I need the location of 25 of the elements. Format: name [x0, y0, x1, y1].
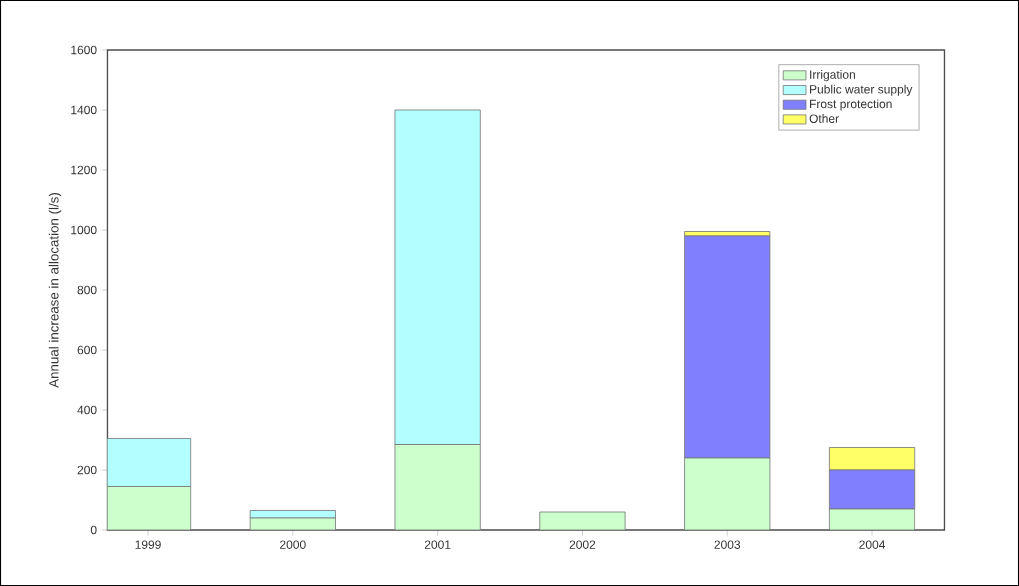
y-tick-label: 1600	[71, 45, 97, 55]
y-tick-label: 1000	[71, 225, 97, 235]
legend-label: Irrigation	[810, 69, 855, 82]
x-tick-label: 2003	[714, 540, 741, 549]
x-tick-label: 2001	[424, 540, 451, 549]
bar	[684, 457, 771, 530]
x-tick-label: 2002	[569, 540, 596, 549]
y-tick-label: 800	[77, 285, 97, 295]
y-tick-label: 1200	[71, 165, 97, 175]
bar	[394, 444, 481, 530]
x-tick-label: 2004	[859, 540, 886, 549]
x-tick-label: 2000	[280, 540, 306, 549]
bar	[107, 486, 192, 530]
legend-label: Frost protection	[810, 99, 892, 111]
x-tick-label: 1999	[135, 540, 161, 549]
y-tick-label: 600	[77, 345, 97, 355]
y-tick-label: 400	[77, 405, 97, 415]
y-tick-label: 0	[90, 525, 97, 535]
legend-label: Public water supply	[810, 84, 913, 96]
legend-label: Other	[809, 114, 839, 123]
y-tick-label: 1400	[71, 105, 97, 115]
y-axis-title: Annual increase in allocation (l/s)	[48, 193, 62, 388]
y-tick-label: 200	[77, 465, 97, 475]
bar	[107, 438, 192, 487]
bar	[394, 109, 481, 445]
